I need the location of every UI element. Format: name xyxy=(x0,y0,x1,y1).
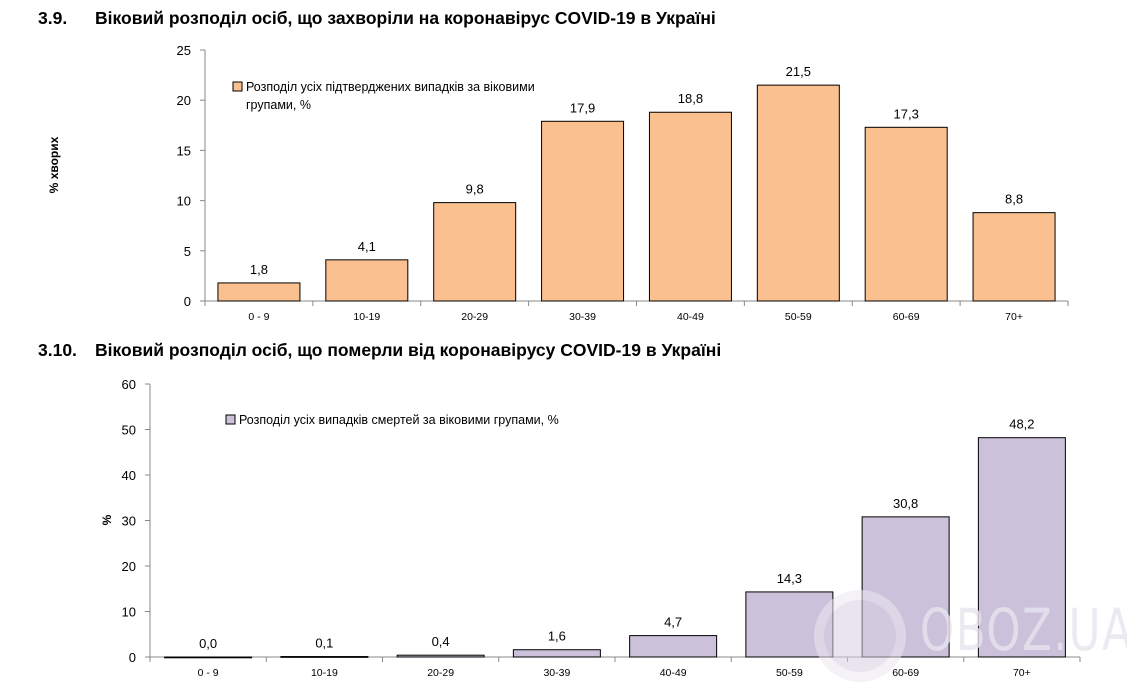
data-label: 48,2 xyxy=(1009,417,1034,432)
data-label: 0,4 xyxy=(432,634,450,649)
y-tick-label: 20 xyxy=(122,559,136,574)
x-tick-label: 0 - 9 xyxy=(198,667,219,679)
data-label: 17,9 xyxy=(570,100,595,115)
legend-swatch xyxy=(225,414,236,425)
bar-0-9 xyxy=(217,282,301,302)
x-tick-label: 20-29 xyxy=(461,311,488,323)
x-tick-label: 60-69 xyxy=(893,311,920,323)
chart-number-2: 3.10. xyxy=(38,340,77,360)
x-tick-label: 20-29 xyxy=(427,667,454,679)
chart-title-text-1: Віковий розподіл осіб, що захворіли на к… xyxy=(95,8,716,28)
chart-title-2: 3.10. Віковий розподіл осіб, що померли в… xyxy=(38,340,721,361)
data-label: 18,8 xyxy=(678,91,703,106)
legend-swatch xyxy=(232,81,243,92)
y-tick-label: 10 xyxy=(122,605,136,620)
y-axis-label: % xyxy=(100,514,114,525)
x-tick-label: 30-39 xyxy=(569,311,596,323)
y-axis-label: % хворих xyxy=(47,136,61,193)
x-tick-label: 10-19 xyxy=(311,667,338,679)
data-label: 0,1 xyxy=(315,636,333,651)
y-tick-label: 60 xyxy=(122,377,136,392)
watermark-text: OBOZ.UA xyxy=(920,596,1127,664)
bar-20-29 xyxy=(433,202,517,302)
bar-30-39 xyxy=(541,120,625,302)
y-tick-label: 10 xyxy=(177,194,191,209)
y-tick-label: 0 xyxy=(129,650,136,665)
data-label: 21,5 xyxy=(786,64,811,79)
x-tick-label: 40-49 xyxy=(677,311,704,323)
y-tick-label: 50 xyxy=(122,423,136,438)
y-tick-label: 15 xyxy=(177,143,191,158)
x-tick-label: 40-49 xyxy=(660,667,687,679)
bar-30-39 xyxy=(512,649,601,658)
chart-title-1: 3.9. Віковий розподіл осіб, що захворіли … xyxy=(38,8,716,29)
x-tick-label: 50-59 xyxy=(776,667,803,679)
bar-0-9 xyxy=(164,656,253,659)
data-label: 1,6 xyxy=(548,629,566,644)
bar-40-49 xyxy=(629,635,718,658)
bar-70+ xyxy=(977,437,1066,658)
bar-60-69 xyxy=(864,126,948,302)
x-tick-label: 0 - 9 xyxy=(248,311,269,323)
data-label: 1,8 xyxy=(250,262,268,277)
legend-label: Розподіл усіх підтверджених випадків за … xyxy=(246,80,535,94)
y-tick-label: 30 xyxy=(122,514,136,529)
data-label: 17,3 xyxy=(894,106,919,121)
data-label: 4,7 xyxy=(664,615,682,630)
y-tick-label: 40 xyxy=(122,468,136,483)
data-label: 8,8 xyxy=(1005,192,1023,207)
data-label: 14,3 xyxy=(777,571,802,586)
x-tick-label: 70+ xyxy=(1013,667,1031,679)
x-tick-label: 10-19 xyxy=(353,311,380,323)
x-tick-label: 30-39 xyxy=(543,667,570,679)
data-label: 4,1 xyxy=(358,239,376,254)
legend-label: групами, % xyxy=(246,98,311,112)
bar-20-29 xyxy=(396,654,485,658)
bar-40-49 xyxy=(648,111,732,302)
data-label: 0,0 xyxy=(199,636,217,651)
y-tick-label: 20 xyxy=(177,93,191,108)
bar-10-19 xyxy=(280,656,369,658)
bar-50-59 xyxy=(745,591,834,658)
chart-title-text-2: Віковий розподіл осіб, що померли від ко… xyxy=(95,340,722,360)
y-tick-label: 5 xyxy=(184,244,191,259)
legend-label: Розподіл усіх випадків смертей за вікови… xyxy=(239,413,559,427)
y-tick-label: 0 xyxy=(184,294,191,309)
bar-50-59 xyxy=(756,84,840,302)
x-tick-label: 50-59 xyxy=(785,311,812,323)
bar-10-19 xyxy=(325,259,409,302)
x-tick-label: 70+ xyxy=(1005,311,1023,323)
data-label: 9,8 xyxy=(466,182,484,197)
x-tick-label: 60-69 xyxy=(892,667,919,679)
data-label: 30,8 xyxy=(893,496,918,511)
chart-number-1: 3.9. xyxy=(38,8,68,28)
y-tick-label: 25 xyxy=(177,43,191,58)
bar-70+ xyxy=(972,212,1056,302)
